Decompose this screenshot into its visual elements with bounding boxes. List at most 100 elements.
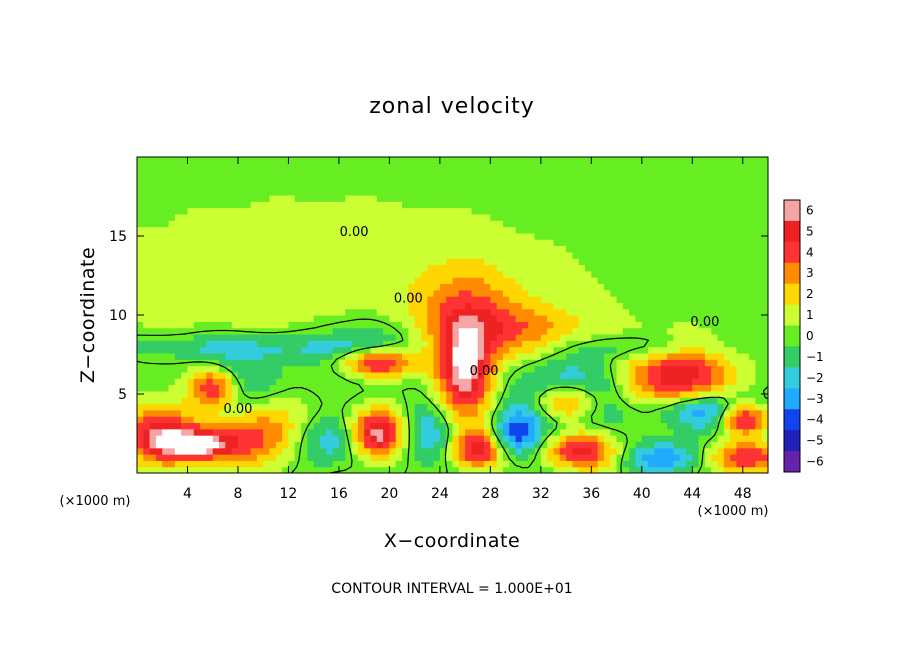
heatmap-cell xyxy=(313,327,321,335)
heatmap-cell xyxy=(452,315,460,322)
heatmap-cell xyxy=(256,213,264,221)
heatmap-cell xyxy=(534,264,542,272)
heatmap-cell xyxy=(446,422,454,430)
heatmap-cell xyxy=(635,169,643,177)
heatmap-cell xyxy=(370,245,378,253)
heatmap-cell xyxy=(603,277,611,284)
heatmap-cell xyxy=(616,289,624,297)
heatmap-cell xyxy=(635,239,643,247)
heatmap-cell xyxy=(736,169,744,177)
heatmap-cell xyxy=(711,466,719,473)
heatmap-cell xyxy=(376,441,384,449)
heatmap-cell xyxy=(193,321,201,329)
heatmap-cell xyxy=(206,302,214,310)
heatmap-cell xyxy=(591,182,599,190)
heatmap-cell xyxy=(641,277,649,284)
heatmap-cell xyxy=(427,365,435,373)
heatmap-cell xyxy=(704,403,712,411)
heatmap-cell xyxy=(206,201,214,209)
heatmap-cell xyxy=(635,352,643,360)
heatmap-cell xyxy=(528,302,536,310)
heatmap-cell xyxy=(282,466,290,473)
heatmap-cell xyxy=(193,188,201,196)
heatmap-cell xyxy=(250,416,258,424)
heatmap-cell xyxy=(294,315,302,322)
heatmap-cell xyxy=(408,201,416,209)
heatmap-cell xyxy=(698,346,706,354)
heatmap-cell xyxy=(231,251,239,259)
heatmap-cell xyxy=(534,308,542,316)
heatmap-cell xyxy=(269,466,277,473)
heatmap-cell xyxy=(364,315,372,322)
heatmap-cell xyxy=(383,327,390,335)
heatmap-cell xyxy=(414,245,422,253)
heatmap-cell xyxy=(137,188,144,196)
heatmap-cell xyxy=(502,296,510,303)
heatmap-cell xyxy=(200,365,208,373)
heatmap-cell xyxy=(244,157,252,164)
heatmap-cell xyxy=(408,182,416,190)
heatmap-cell xyxy=(597,163,605,171)
heatmap-cell xyxy=(559,182,567,190)
heatmap-cell xyxy=(553,333,561,341)
heatmap-cell xyxy=(174,245,182,253)
heatmap-cell xyxy=(137,416,144,424)
heatmap-cell xyxy=(319,283,327,291)
heatmap-cell xyxy=(723,359,731,367)
heatmap-cell xyxy=(364,302,372,310)
heatmap-cell xyxy=(269,333,277,341)
heatmap-cell xyxy=(749,220,756,228)
heatmap-cell xyxy=(616,283,624,291)
heatmap-cell xyxy=(395,264,403,272)
heatmap-cell xyxy=(162,428,170,436)
heatmap-cell xyxy=(711,201,719,209)
heatmap-cell xyxy=(490,384,498,392)
heatmap-cell xyxy=(547,201,555,209)
heatmap-cell xyxy=(408,384,416,392)
heatmap-cell xyxy=(288,441,296,449)
heatmap-cell xyxy=(439,409,447,417)
heatmap-cell xyxy=(559,460,567,468)
heatmap-cell xyxy=(566,169,573,177)
heatmap-cell xyxy=(231,454,239,461)
heatmap-cell xyxy=(294,365,302,373)
heatmap-cell xyxy=(219,371,226,379)
heatmap-cell xyxy=(477,232,485,240)
heatmap-cell xyxy=(225,435,233,442)
heatmap-cell xyxy=(370,264,378,272)
heatmap-cell xyxy=(307,232,315,240)
heatmap-cell xyxy=(187,321,195,329)
heatmap-cell xyxy=(648,428,656,436)
heatmap-cell xyxy=(288,435,296,442)
heatmap-cell xyxy=(244,245,252,253)
heatmap-cell xyxy=(307,454,315,461)
heatmap-cell xyxy=(231,447,239,455)
heatmap-cell xyxy=(578,346,586,354)
heatmap-cell xyxy=(591,302,599,310)
heatmap-cell xyxy=(168,157,176,164)
heatmap-cell xyxy=(174,403,182,411)
heatmap-cell xyxy=(641,403,649,411)
heatmap-cell xyxy=(225,384,233,392)
heatmap-cell xyxy=(502,333,510,341)
heatmap-cell xyxy=(736,258,744,266)
heatmap-cell xyxy=(559,422,567,430)
heatmap-cell xyxy=(200,226,208,234)
heatmap-cell xyxy=(761,277,768,284)
heatmap-cell xyxy=(458,384,466,392)
heatmap-cell xyxy=(755,466,763,473)
heatmap-cell xyxy=(742,194,750,202)
heatmap-cell xyxy=(717,207,725,215)
heatmap-cell xyxy=(761,251,768,259)
heatmap-cell xyxy=(540,296,548,303)
heatmap-cell xyxy=(162,435,170,442)
heatmap-cell xyxy=(155,188,163,196)
heatmap-cell xyxy=(250,428,258,436)
heatmap-cell xyxy=(547,397,555,405)
heatmap-cell xyxy=(395,289,403,297)
heatmap-cell xyxy=(559,157,567,164)
heatmap-cell xyxy=(679,264,687,272)
heatmap-cell xyxy=(521,194,529,202)
heatmap-cell xyxy=(301,163,308,171)
heatmap-cell xyxy=(730,384,738,392)
